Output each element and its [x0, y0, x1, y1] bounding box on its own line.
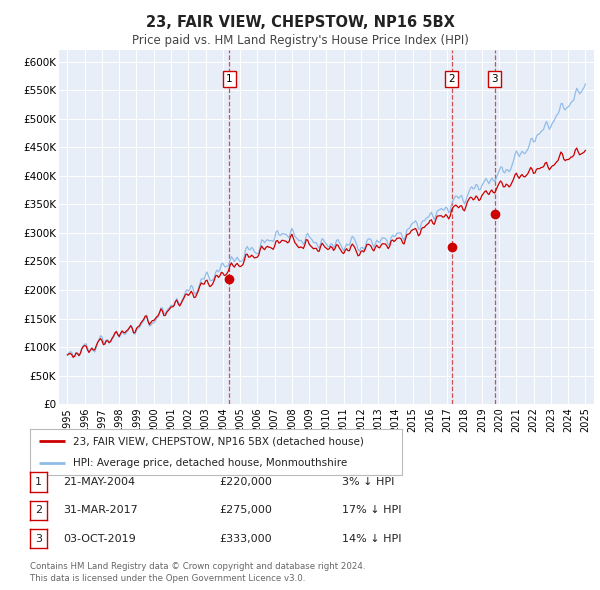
Text: HPI: Average price, detached house, Monmouthshire: HPI: Average price, detached house, Monm… [73, 458, 347, 468]
Text: £333,000: £333,000 [219, 534, 272, 543]
Text: 2: 2 [35, 506, 42, 515]
Text: 21-MAY-2004: 21-MAY-2004 [63, 477, 135, 487]
Text: 3: 3 [491, 74, 498, 84]
Text: 23, FAIR VIEW, CHEPSTOW, NP16 5BX (detached house): 23, FAIR VIEW, CHEPSTOW, NP16 5BX (detac… [73, 437, 364, 447]
Text: Contains HM Land Registry data © Crown copyright and database right 2024.
This d: Contains HM Land Registry data © Crown c… [30, 562, 365, 583]
Text: 1: 1 [226, 74, 233, 84]
Text: 23, FAIR VIEW, CHEPSTOW, NP16 5BX: 23, FAIR VIEW, CHEPSTOW, NP16 5BX [146, 15, 454, 30]
Text: £220,000: £220,000 [219, 477, 272, 487]
Text: 03-OCT-2019: 03-OCT-2019 [63, 534, 136, 543]
Text: Price paid vs. HM Land Registry's House Price Index (HPI): Price paid vs. HM Land Registry's House … [131, 34, 469, 47]
Text: 3% ↓ HPI: 3% ↓ HPI [342, 477, 394, 487]
Text: 31-MAR-2017: 31-MAR-2017 [63, 506, 138, 515]
Text: 17% ↓ HPI: 17% ↓ HPI [342, 506, 401, 515]
Text: £275,000: £275,000 [219, 506, 272, 515]
Text: 14% ↓ HPI: 14% ↓ HPI [342, 534, 401, 543]
Text: 2: 2 [448, 74, 455, 84]
Text: 1: 1 [35, 477, 42, 487]
Text: 3: 3 [35, 534, 42, 543]
